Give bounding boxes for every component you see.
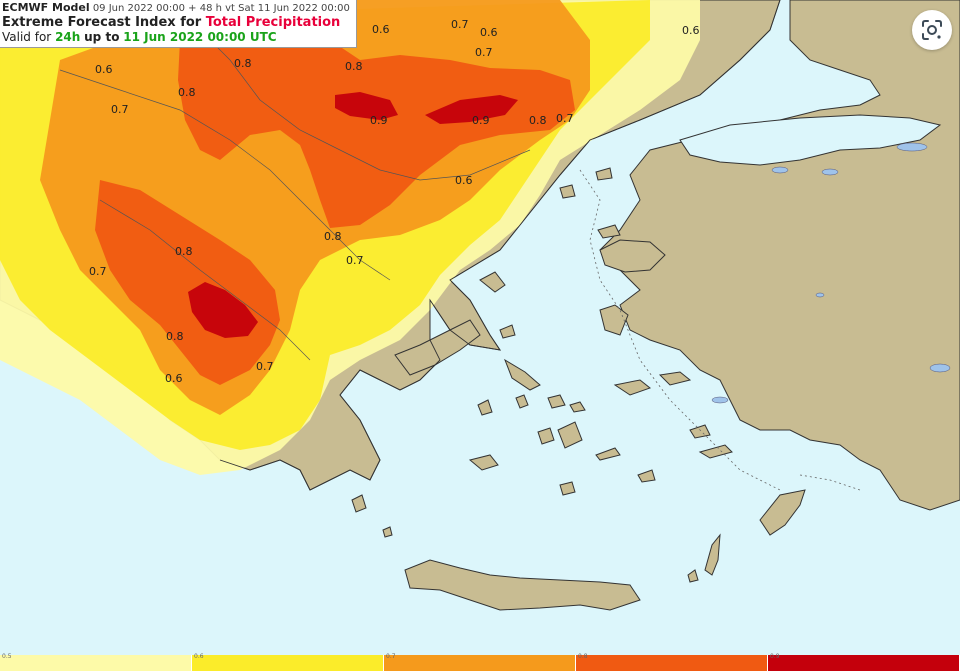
contour-label: 0.6 — [95, 63, 113, 76]
kos-island — [698, 444, 733, 459]
karpathos-island — [704, 533, 721, 576]
legend-bin: 0.6 — [192, 653, 384, 671]
kalymnos-island — [689, 424, 711, 439]
legend-bin-label: 0.5 — [2, 653, 12, 660]
valid-line: Valid for 24h up to 11 Jun 2022 00:00 UT… — [2, 30, 350, 44]
efi-legend: 0.5 0.6 0.7 0.8 0.9 — [0, 653, 960, 671]
santorini-island — [559, 481, 576, 496]
contour-label: 0.9 — [370, 114, 388, 127]
lake-5 — [711, 396, 729, 404]
amorgos-island — [595, 447, 621, 461]
lake-3 — [929, 363, 951, 373]
imbros-island — [597, 224, 621, 239]
naxos-island — [557, 421, 583, 449]
run-info: 09 Jun 2022 00:00 + 48 h vt Sat 11 Jun 2… — [92, 3, 350, 14]
map-title: Extreme Forecast Index for Total Precipi… — [2, 16, 350, 30]
legend-bin-label: 0.6 — [194, 653, 204, 660]
contour-label: 0.8 — [324, 230, 342, 243]
chios-island — [599, 304, 629, 336]
andros-island — [504, 358, 541, 391]
skyros-island — [499, 324, 516, 339]
legend-bin-label: 0.9 — [770, 653, 780, 660]
paros-island — [537, 427, 555, 445]
contour-label: 0.6 — [682, 24, 700, 37]
border-1 — [59, 69, 391, 281]
kea-island — [477, 399, 493, 416]
ikaria-island — [658, 371, 692, 386]
maritime-border-2 — [799, 474, 861, 491]
legend-bin: 0.7 — [384, 653, 576, 671]
antikythera-island — [382, 526, 393, 538]
samos-island — [613, 379, 652, 396]
legend-bin-label: 0.7 — [386, 653, 396, 660]
contour-label: 0.8 — [166, 330, 184, 343]
contour-label: 0.7 — [346, 254, 364, 267]
thasos-island — [559, 184, 576, 199]
contour-label: 0.7 — [451, 18, 469, 31]
milos-island — [468, 454, 499, 471]
contour-label: 0.9 — [472, 114, 490, 127]
title-prefix: Extreme Forecast Index for — [2, 15, 202, 30]
contour-label: 0.8 — [529, 114, 547, 127]
efi-band-0.9-north — [335, 92, 518, 124]
kythira-island — [351, 494, 367, 513]
lake-4 — [771, 166, 789, 174]
syros-island — [515, 394, 529, 409]
contour-label: 0.8 — [345, 60, 363, 73]
valid-prefix: Valid for — [2, 30, 52, 44]
model-name: ECMWF Model — [2, 1, 90, 14]
maritime-borders — [579, 169, 861, 491]
coastline-overlay — [59, 0, 781, 491]
lesvos-island — [599, 239, 666, 273]
contour-label: 0.7 — [256, 360, 274, 373]
legend-bin: 0.5 — [0, 653, 192, 671]
astypalaia-island — [637, 469, 656, 483]
lake-2 — [821, 168, 839, 176]
contour-label: 0.8 — [234, 57, 252, 70]
balkan-coast — [219, 0, 781, 491]
valid-time: 11 Jun 2022 00:00 UTC — [123, 30, 277, 44]
legend-bin-label: 0.8 — [578, 653, 588, 660]
lens-button[interactable] — [912, 10, 952, 50]
maritime-border-1 — [579, 169, 781, 491]
marmara-sea — [679, 114, 942, 166]
efi-band-0.9-south — [188, 282, 258, 338]
lakes-layer — [711, 142, 951, 404]
contour-label: 0.7 — [556, 112, 574, 125]
tinos-island — [547, 394, 566, 409]
valid-period: 24h — [55, 30, 81, 44]
contour-label: 0.8 — [175, 245, 193, 258]
crete-island — [404, 559, 641, 611]
title-highlight: Total Precipitation — [205, 15, 341, 30]
google-lens-icon — [922, 20, 942, 40]
lake-1 — [896, 142, 928, 152]
lake-6 — [815, 292, 825, 298]
contour-label: 0.7 — [475, 46, 493, 59]
contour-label: 0.6 — [165, 372, 183, 385]
contour-label: 0.6 — [372, 23, 390, 36]
map-header: ECMWF Model 09 Jun 2022 00:00 + 48 h vt … — [0, 0, 357, 48]
legend-bin: 0.9 — [768, 653, 960, 671]
contour-labels: 0.6 0.7 0.6 0.6 0.7 0.6 0.8 0.8 0.7 0.8 … — [89, 18, 700, 385]
valid-mid: up to — [84, 30, 120, 44]
header-run-info: ECMWF Model 09 Jun 2022 00:00 + 48 h vt … — [2, 1, 350, 16]
karpathos-north-island — [687, 569, 699, 583]
contour-label: 0.7 — [111, 103, 129, 116]
rhodes-island — [759, 489, 806, 536]
legend-bin: 0.8 — [576, 653, 768, 671]
efi-map: 0.6 0.7 0.6 0.6 0.7 0.6 0.8 0.8 0.7 0.8 … — [0, 0, 960, 611]
lemnos-island — [479, 271, 506, 293]
samothraki-island — [595, 167, 613, 181]
contour-label: 0.8 — [178, 86, 196, 99]
border-2 — [189, 19, 531, 181]
mykonos-island — [569, 401, 586, 413]
border-3 — [99, 199, 311, 361]
contour-label: 0.6 — [480, 26, 498, 39]
contour-label: 0.7 — [89, 265, 107, 278]
contour-label: 0.6 — [455, 174, 473, 187]
